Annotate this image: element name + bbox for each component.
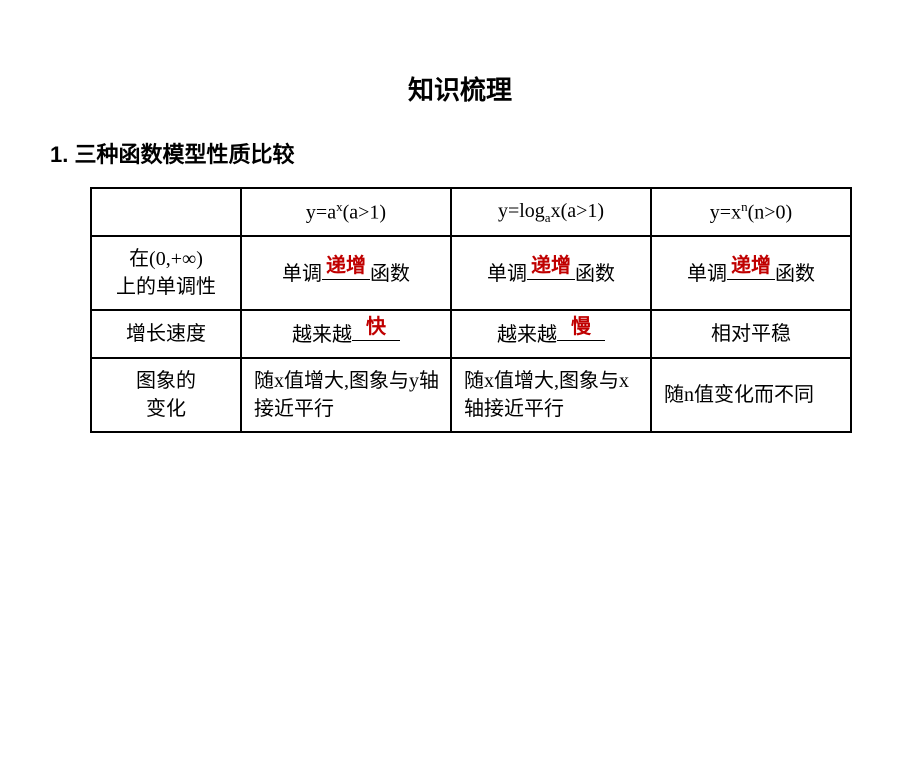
row1-c1: 单调递增函数 bbox=[241, 236, 451, 310]
row1-c2: 单调递增函数 bbox=[451, 236, 651, 310]
ans-r2c1: 快 bbox=[366, 313, 386, 341]
row1-label-b: 上的单调性 bbox=[116, 276, 216, 298]
blank-r2c2: 慢 bbox=[557, 319, 605, 341]
blank-r1c2: 递增 bbox=[527, 258, 575, 280]
row3-c2: 随x值增大,图象与x轴接近平行 bbox=[451, 358, 651, 432]
r2c1-prefix: 越来越 bbox=[292, 324, 352, 346]
ans-r1c3: 递增 bbox=[731, 252, 771, 280]
row3-c3: 随n值变化而不同 bbox=[651, 358, 851, 432]
row1-label: 在(0,+∞) 上的单调性 bbox=[91, 236, 241, 310]
r1c3-suffix: 函数 bbox=[775, 263, 815, 285]
row2-c1: 越来越快 bbox=[241, 310, 451, 358]
row2-label: 增长速度 bbox=[91, 310, 241, 358]
row2-c3: 相对平稳 bbox=[651, 310, 851, 358]
table-row-monotonic: 在(0,+∞) 上的单调性 单调递增函数 单调递增函数 单调递增函数 bbox=[91, 236, 851, 310]
ans-r1c1: 递增 bbox=[326, 252, 366, 280]
header-log: y=logax(a>1) bbox=[451, 188, 651, 236]
hdr-log-mid: x(a>1) bbox=[551, 200, 604, 222]
ans-r1c2: 递增 bbox=[531, 252, 571, 280]
r2c2-prefix: 越来越 bbox=[497, 324, 557, 346]
blank-r1c3: 递增 bbox=[727, 258, 775, 280]
row1-label-a: 在(0,+∞) bbox=[129, 248, 203, 270]
comparison-table: y=ax(a>1) y=logax(a>1) y=xn(n>0) 在(0,+∞)… bbox=[90, 187, 852, 433]
row3-c1: 随x值增大,图象与y轴接近平行 bbox=[241, 358, 451, 432]
hdr-pow-pre: y=x bbox=[710, 201, 741, 223]
r1c1-suffix: 函数 bbox=[370, 263, 410, 285]
r1c3-prefix: 单调 bbox=[687, 263, 727, 285]
table-row-speed: 增长速度 越来越快 越来越慢 相对平稳 bbox=[91, 310, 851, 358]
r1c2-suffix: 函数 bbox=[575, 263, 615, 285]
blank-r1c1: 递增 bbox=[322, 258, 370, 280]
table-row-graph: 图象的 变化 随x值增大,图象与y轴接近平行 随x值增大,图象与x轴接近平行 随… bbox=[91, 358, 851, 432]
r1c2-prefix: 单调 bbox=[487, 263, 527, 285]
row2-c2: 越来越慢 bbox=[451, 310, 651, 358]
r1c1-prefix: 单调 bbox=[282, 263, 322, 285]
hdr-log-pre: y=log bbox=[498, 200, 545, 222]
blank-r2c1: 快 bbox=[352, 319, 400, 341]
row3-label-a: 图象的 bbox=[136, 370, 196, 392]
table-header-row: y=ax(a>1) y=logax(a>1) y=xn(n>0) bbox=[91, 188, 851, 236]
hdr-pow-post: (n>0) bbox=[748, 201, 793, 223]
hdr-exp-pre: y=a bbox=[306, 201, 336, 223]
ans-r2c2: 慢 bbox=[571, 313, 591, 341]
row3-label: 图象的 变化 bbox=[91, 358, 241, 432]
header-power: y=xn(n>0) bbox=[651, 188, 851, 236]
header-exponential: y=ax(a>1) bbox=[241, 188, 451, 236]
row1-c3: 单调递增函数 bbox=[651, 236, 851, 310]
header-blank bbox=[91, 188, 241, 236]
row3-label-b: 变化 bbox=[146, 398, 186, 420]
section-subtitle: 1. 三种函数模型性质比较 bbox=[50, 137, 920, 169]
page-title: 知识梳理 bbox=[0, 70, 920, 107]
hdr-exp-post: (a>1) bbox=[343, 201, 386, 223]
